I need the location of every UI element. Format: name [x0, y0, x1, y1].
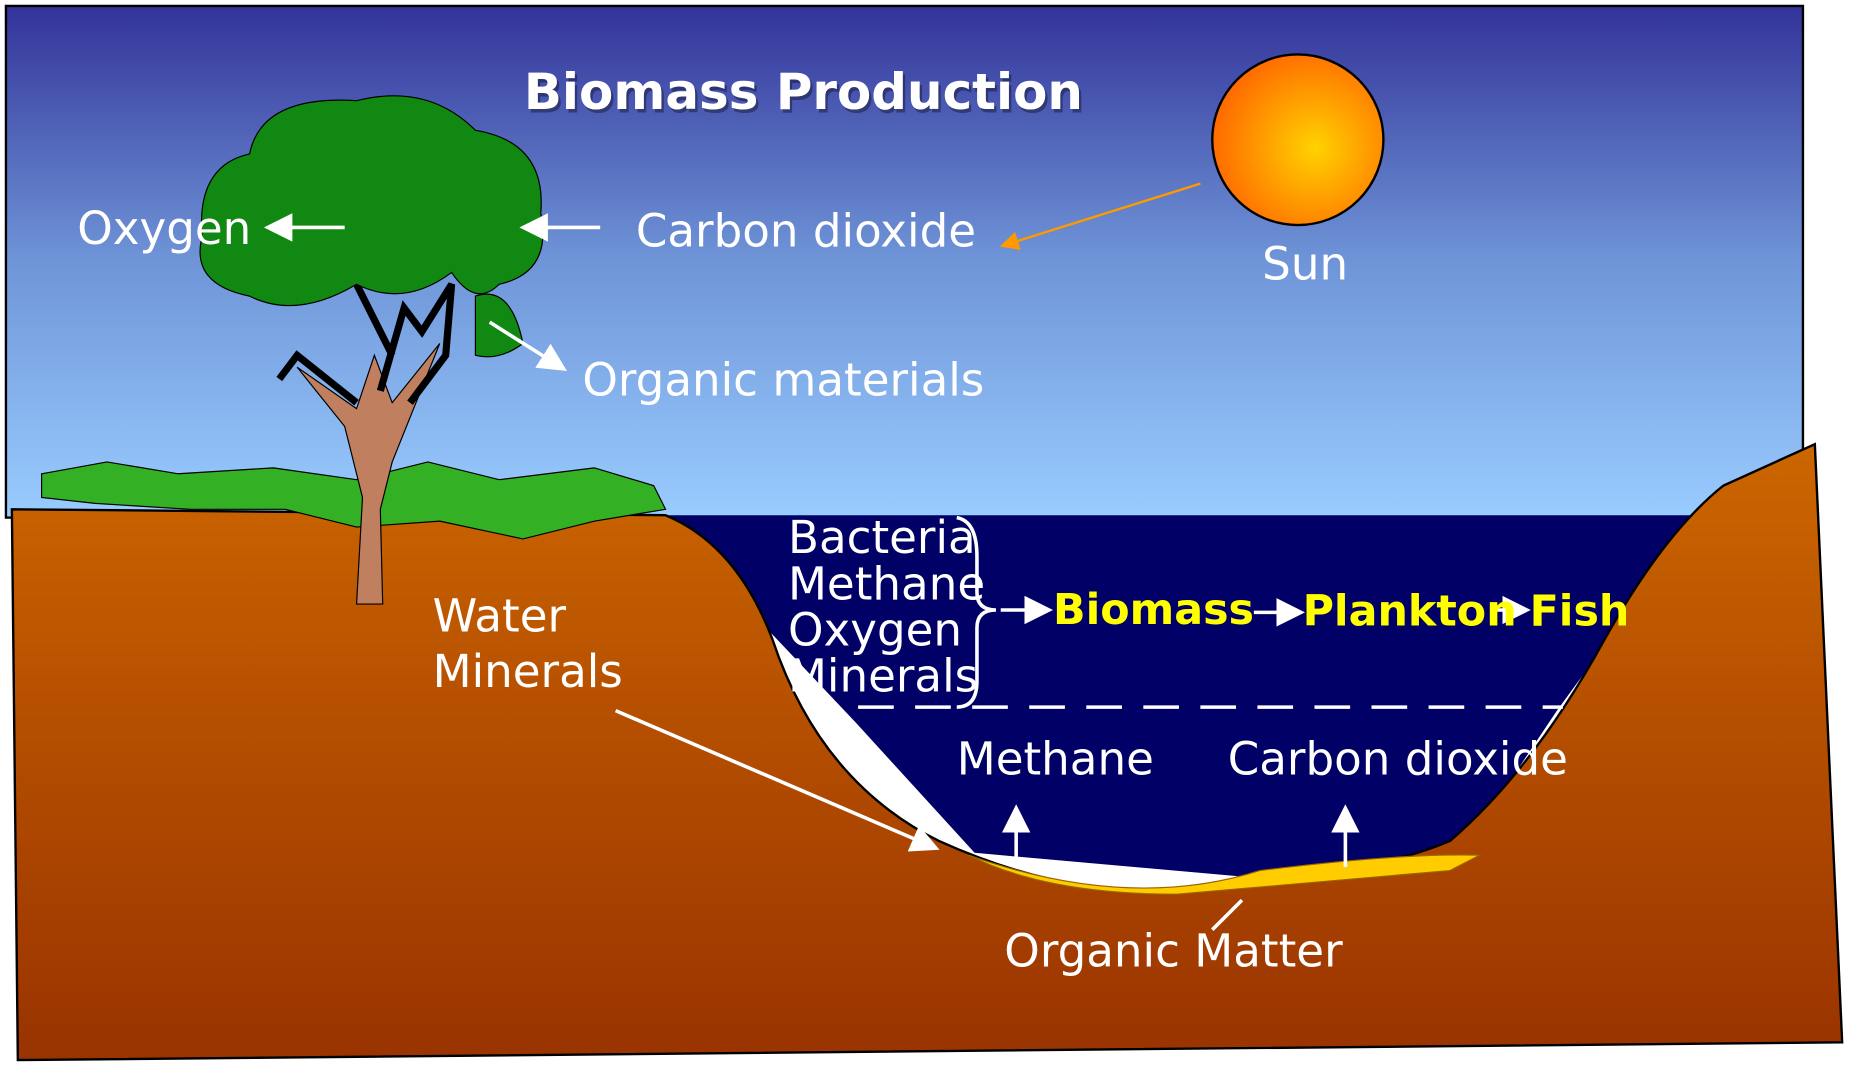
label: Oxygen — [788, 604, 962, 657]
label: Carbon dioxide — [1228, 733, 1568, 786]
page: {"title":"Biomass Production","atmospher… — [0, 0, 1860, 1066]
label: Methane — [788, 557, 985, 610]
food-chain: Fish — [1530, 586, 1630, 636]
label: Minerals — [433, 645, 623, 698]
food-chain: Plankton — [1303, 586, 1517, 636]
sun — [1212, 54, 1383, 225]
title: Biomass Production — [524, 63, 1083, 121]
label: Organic materials — [582, 354, 984, 407]
label: Carbon dioxide — [636, 204, 976, 257]
label: Minerals — [788, 650, 978, 703]
label: Organic Matter — [1004, 925, 1343, 978]
label: Oxygen — [77, 202, 251, 255]
label: Bacteria — [788, 511, 976, 564]
label: Sun — [1262, 238, 1348, 291]
label: Water — [433, 589, 567, 642]
label: Methane — [957, 733, 1154, 786]
food-chain: Biomass — [1053, 585, 1254, 635]
diagram: Biomass Production Biomass Production Ox… — [0, 0, 1860, 1066]
